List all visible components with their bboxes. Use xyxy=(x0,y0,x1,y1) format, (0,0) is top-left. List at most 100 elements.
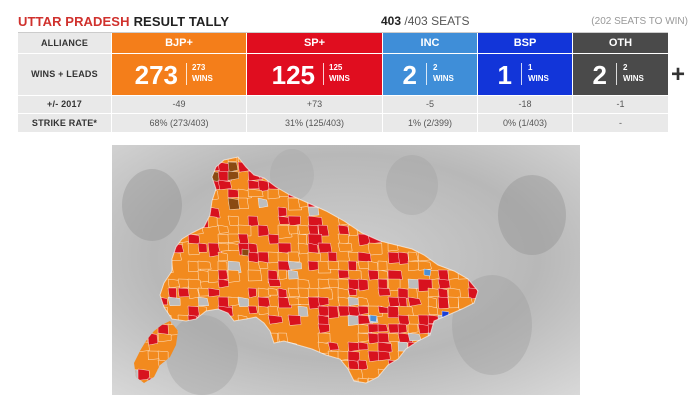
constituency-cell[interactable] xyxy=(327,305,339,319)
constituency-cell[interactable] xyxy=(407,323,419,334)
party-seats-bsp: 1 1 WINS xyxy=(478,54,572,95)
constituency-cell[interactable] xyxy=(267,287,279,296)
constituency-cell[interactable] xyxy=(447,296,459,309)
constituency-cell[interactable] xyxy=(187,287,200,300)
constituency-cell[interactable] xyxy=(157,332,172,343)
constituency-cell[interactable] xyxy=(287,215,301,227)
constituency-cell[interactable] xyxy=(317,323,330,334)
constituency-cell[interactable] xyxy=(217,278,229,289)
constituency-cell[interactable] xyxy=(337,242,353,252)
constituency-cell[interactable] xyxy=(197,260,212,270)
constituency-cell[interactable] xyxy=(337,269,350,279)
constituency-cell[interactable] xyxy=(227,170,239,181)
constituency-cell[interactable] xyxy=(369,314,378,323)
constituency-cell[interactable] xyxy=(207,215,218,228)
constituency-cell[interactable] xyxy=(277,269,287,281)
constituency-cell[interactable] xyxy=(267,314,283,325)
constituency-cell[interactable] xyxy=(287,314,302,326)
constituency-cell[interactable] xyxy=(387,269,403,282)
constituency-cell[interactable] xyxy=(437,278,451,290)
constituency-cell[interactable] xyxy=(407,296,422,307)
constituency-cell[interactable] xyxy=(247,215,259,227)
constituency-cell[interactable] xyxy=(217,233,229,243)
constituency-cell[interactable] xyxy=(377,323,389,333)
constituency-cell[interactable] xyxy=(287,251,301,263)
constituency-cell[interactable] xyxy=(227,215,239,226)
constituency-cell[interactable] xyxy=(407,251,419,262)
constituency-cell[interactable] xyxy=(217,251,228,262)
constituency-cell[interactable] xyxy=(317,224,330,237)
constituency-cell[interactable] xyxy=(317,260,332,274)
constituency-cell[interactable] xyxy=(357,305,370,315)
constituency-cell[interactable] xyxy=(307,206,320,217)
constituency-cell[interactable] xyxy=(397,251,410,265)
constituency-cell[interactable] xyxy=(257,179,270,192)
constituency-cell[interactable] xyxy=(357,296,369,307)
constituency-cell[interactable] xyxy=(247,188,264,197)
constituency-cell[interactable] xyxy=(267,278,282,287)
constituency-cell[interactable] xyxy=(207,287,220,298)
constituency-cell[interactable] xyxy=(217,179,232,190)
constituency-cell[interactable] xyxy=(337,233,349,245)
constituency-cell[interactable] xyxy=(277,287,288,299)
constituency-cell[interactable] xyxy=(277,206,288,217)
constituency-cell[interactable] xyxy=(377,260,388,272)
constituency-cell[interactable] xyxy=(237,296,249,307)
constituency-cell[interactable] xyxy=(237,197,249,209)
party-column-oth: OTH 2 2 WINS -1 - xyxy=(573,33,668,132)
constituency-cell[interactable] xyxy=(377,332,391,343)
constituency-cell[interactable] xyxy=(227,296,240,307)
constituency-cell[interactable] xyxy=(367,242,383,256)
constituency-cell[interactable] xyxy=(267,233,280,245)
constituency-cell[interactable] xyxy=(217,224,229,234)
constituency-cell[interactable] xyxy=(267,188,280,200)
constituency-cell[interactable] xyxy=(317,242,333,254)
constituency-cell[interactable] xyxy=(287,260,302,270)
constituency-cell[interactable] xyxy=(327,341,340,351)
constituency-cell[interactable] xyxy=(347,287,358,296)
constituency-cell[interactable] xyxy=(217,269,229,281)
constituency-cell[interactable] xyxy=(377,350,391,361)
constituency-cell[interactable] xyxy=(417,260,432,271)
constituency-cell[interactable] xyxy=(237,224,252,237)
constituency-cell[interactable] xyxy=(397,323,408,334)
constituency-cell[interactable] xyxy=(287,269,299,280)
constituency-cell[interactable] xyxy=(423,268,432,277)
constituency-cell[interactable] xyxy=(437,296,450,309)
constituency-cell[interactable] xyxy=(257,197,269,209)
constituency-cell[interactable] xyxy=(257,224,270,237)
constituency-cell[interactable] xyxy=(357,278,369,292)
constituency-cell[interactable] xyxy=(227,161,239,173)
constituency-cell[interactable] xyxy=(257,260,269,269)
constituency-cell[interactable] xyxy=(357,377,369,391)
label-diff-2017: +/- 2017 xyxy=(18,96,111,113)
constituency-cell[interactable] xyxy=(377,341,393,354)
constituency-cell[interactable] xyxy=(197,242,208,253)
constituency-cell[interactable] xyxy=(177,287,190,298)
constituency-cell[interactable] xyxy=(247,305,258,314)
constituency-cell[interactable] xyxy=(227,269,241,283)
constituency-cell[interactable] xyxy=(407,332,422,342)
constituency-cell[interactable] xyxy=(357,359,368,371)
constituency-cell[interactable] xyxy=(297,305,309,317)
constituency-cell[interactable] xyxy=(147,332,159,346)
constituency-cell[interactable] xyxy=(227,197,241,210)
constituency-cell[interactable] xyxy=(427,305,439,315)
label-strike-rate: STRIKE RATE* xyxy=(18,114,111,132)
constituency-cell[interactable] xyxy=(167,296,181,306)
constituency-cell[interactable] xyxy=(287,296,302,306)
constituency-cell[interactable] xyxy=(277,296,292,309)
expand-plus-button[interactable]: + xyxy=(671,61,686,88)
constituency-cell[interactable] xyxy=(317,296,330,307)
constituency-cell[interactable] xyxy=(247,269,263,282)
constituency-cell[interactable] xyxy=(257,287,271,298)
constituency-cell[interactable] xyxy=(247,287,257,299)
constituency-cell[interactable] xyxy=(357,341,369,351)
constituency-cell[interactable] xyxy=(197,296,209,307)
constituency-cell[interactable] xyxy=(377,269,389,280)
constituency-cell[interactable] xyxy=(241,248,250,257)
constituency-cell[interactable] xyxy=(287,224,299,235)
constituency-cell[interactable] xyxy=(377,287,391,297)
constituency-cell[interactable] xyxy=(187,242,200,256)
constituency-cell[interactable] xyxy=(317,287,334,300)
